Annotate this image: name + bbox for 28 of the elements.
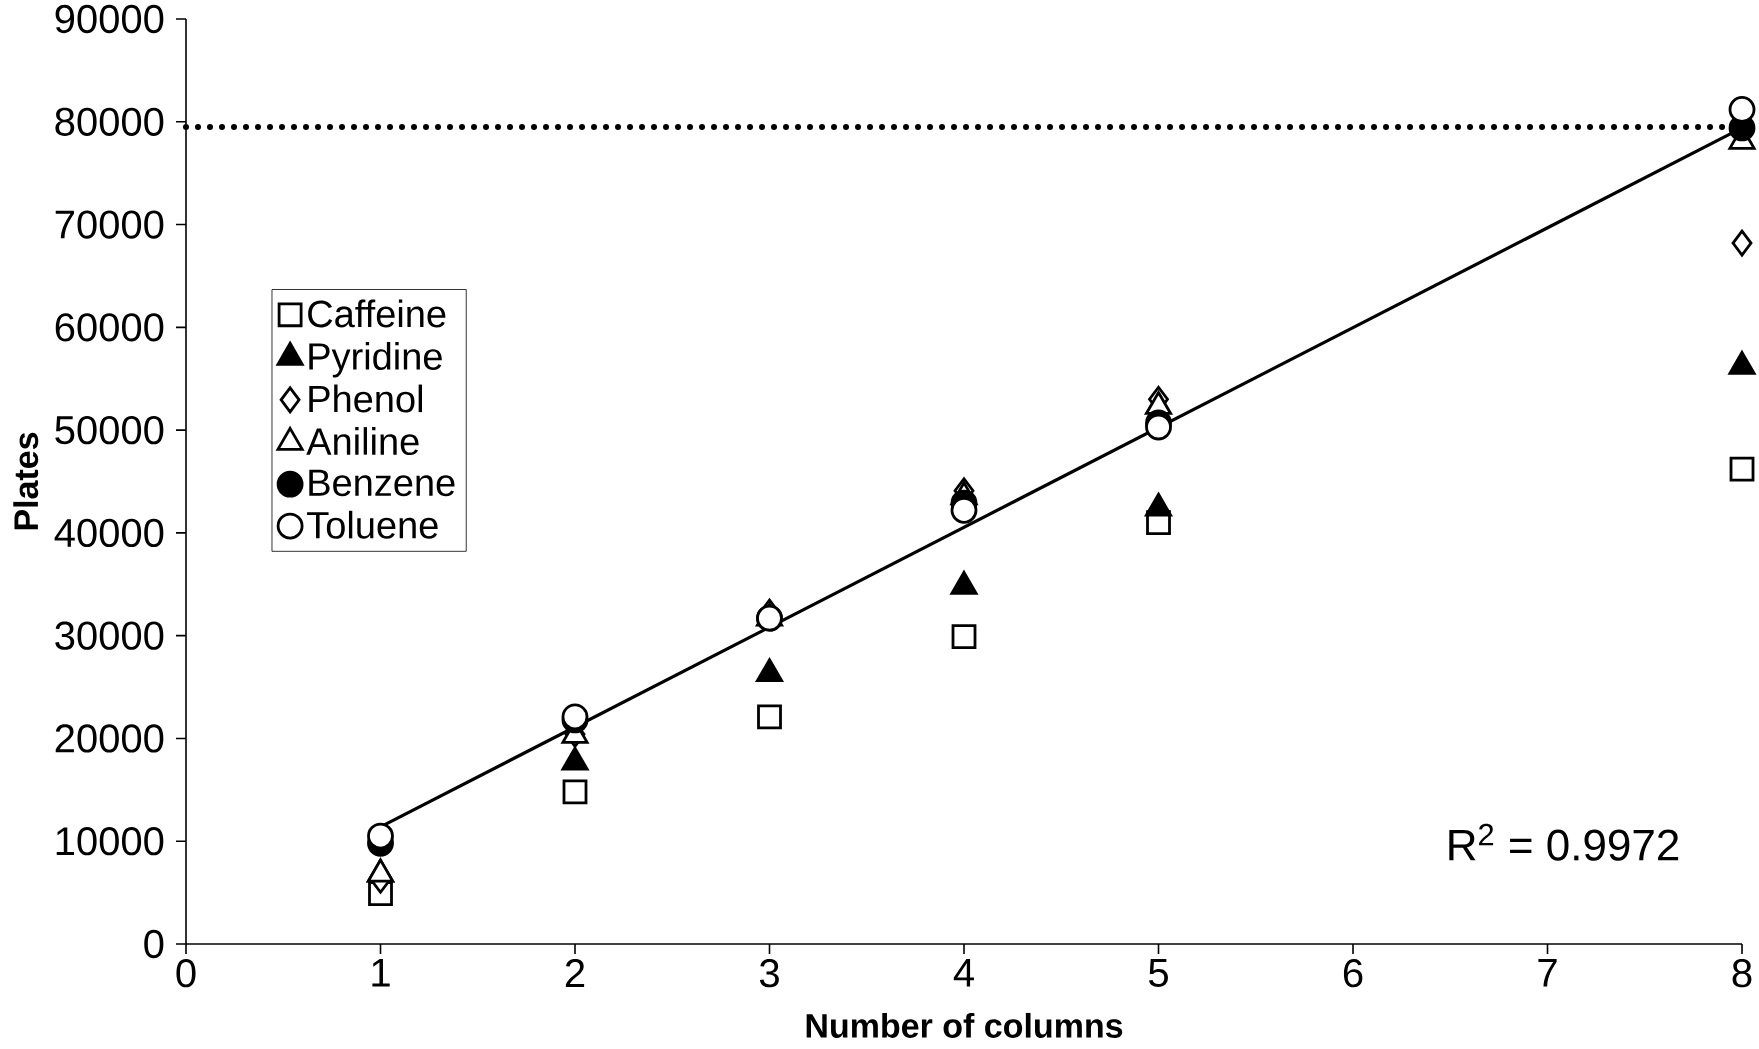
x-tick-label: 6 — [1343, 959, 1363, 988]
legend-label: Benzene — [309, 469, 455, 497]
y-tick-label: 90000 — [55, 4, 164, 34]
legend-label: Phenol — [309, 384, 422, 413]
x-tick-label: 7 — [1538, 959, 1557, 987]
legend-label: Pyridine — [309, 342, 442, 378]
x-tick-label: 2 — [565, 959, 585, 987]
legend-label: Aniline — [306, 427, 419, 456]
x-tick-label: 1 — [372, 959, 390, 987]
x-tick-label: 0 — [176, 959, 196, 988]
y-tick-label: 50000 — [55, 415, 164, 445]
x-tick-label: 5 — [1148, 959, 1168, 987]
x-axis-title: Number of columns — [806, 1012, 1123, 1038]
legend-label: Toluene — [307, 510, 438, 539]
y-tick-label: 20000 — [55, 724, 164, 753]
y-tick-label: 10000 — [56, 827, 164, 856]
y-tick-label: 80000 — [55, 107, 164, 136]
x-tick-label: 8 — [1732, 959, 1752, 988]
x-tick-label: 3 — [759, 959, 779, 988]
annotation: R$^{2}$ = 0.9972 — [1449, 823, 1679, 861]
y-axis-title: Plates — [13, 432, 39, 530]
legend-label: Caffeine — [308, 299, 446, 328]
y-tick-label: 40000 — [54, 518, 164, 548]
x-tick-label: 4 — [953, 959, 974, 987]
y-tick-label: 0 — [144, 929, 164, 959]
y-tick-label: 30000 — [55, 621, 164, 650]
y-tick-label: 70000 — [55, 210, 164, 239]
y-tick-label: 60000 — [55, 313, 164, 342]
